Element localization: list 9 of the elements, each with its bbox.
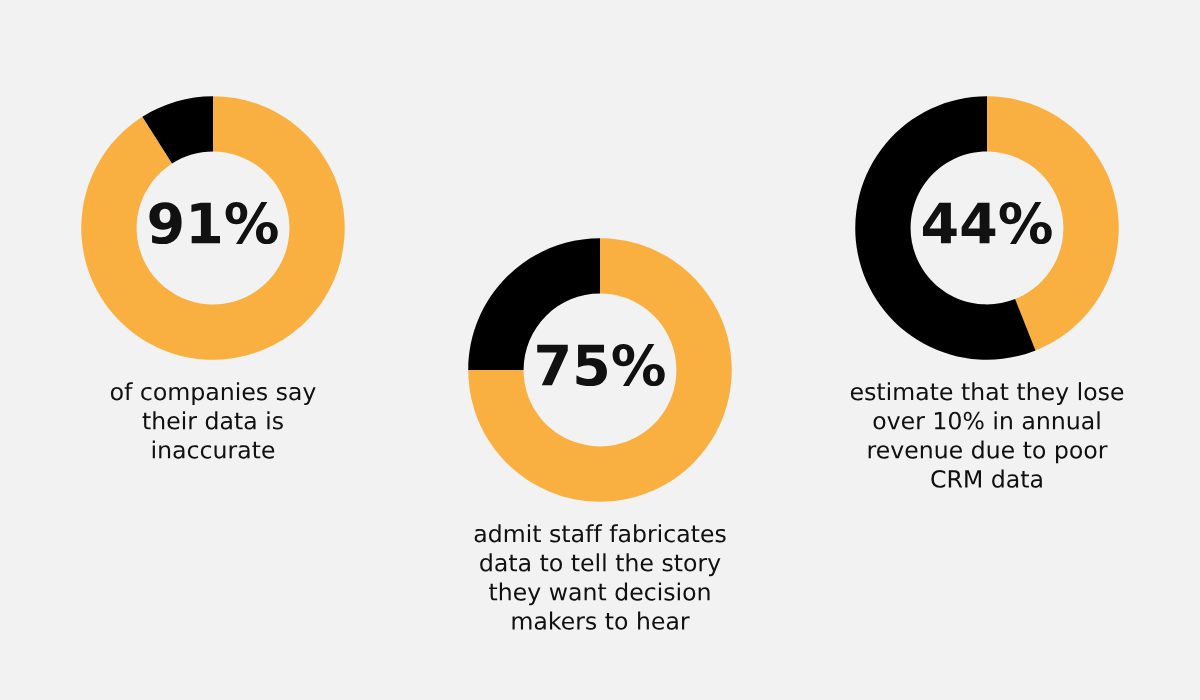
data-label: 91% — [149, 202, 278, 245]
donut-slice — [81, 96, 345, 360]
donut-slice — [142, 96, 213, 164]
text: of companies say their data is inaccurate — [110, 382, 316, 459]
donut-slice — [468, 238, 732, 502]
data-label: 75% — [537, 344, 665, 387]
data-label: 44% — [923, 202, 1052, 245]
text: admit staff fabricates data to tell the story they want decision makers to hear — [474, 524, 726, 630]
text: estimate that they lose over 10% in annual revenue due to poor CRM data — [850, 382, 1124, 488]
